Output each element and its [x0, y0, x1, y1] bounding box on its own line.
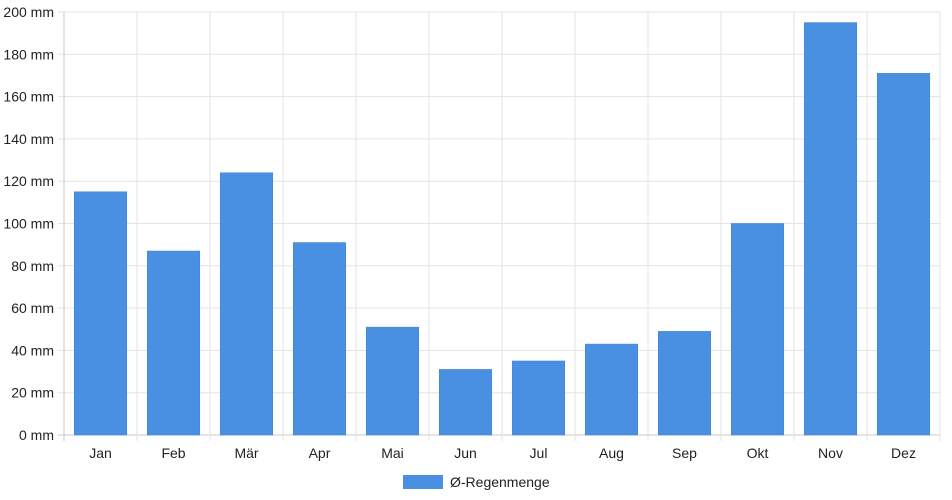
y-tick-label: 140 mm	[3, 131, 54, 147]
bar-okt[interactable]	[730, 223, 785, 436]
y-tick-label: 60 mm	[11, 300, 54, 316]
bar-mär[interactable]	[219, 172, 274, 436]
y-tick-label: 160 mm	[3, 89, 54, 105]
x-tick-label: Okt	[747, 445, 769, 461]
grid-layer	[58, 11, 941, 441]
legend-swatch[interactable]	[403, 475, 443, 489]
bar-aug[interactable]	[584, 343, 639, 436]
x-tick-label: Jul	[530, 445, 548, 461]
y-tick-label: 180 mm	[3, 46, 54, 62]
bar-jun[interactable]	[438, 369, 493, 436]
x-tick-label: Jun	[454, 445, 477, 461]
bar-mai[interactable]	[365, 326, 420, 436]
bar-dez[interactable]	[876, 73, 931, 436]
x-tick-label: Mär	[234, 445, 258, 461]
bar-nov[interactable]	[803, 22, 858, 436]
x-tick-label: Apr	[309, 445, 331, 461]
bar-apr[interactable]	[292, 242, 347, 436]
x-tick-label: Feb	[161, 445, 185, 461]
bar-jul[interactable]	[511, 360, 566, 436]
bar-jan[interactable]	[73, 191, 128, 436]
y-tick-label: 100 mm	[3, 216, 54, 232]
y-tick-label: 20 mm	[11, 385, 54, 401]
x-tick-label: Nov	[818, 445, 843, 461]
x-tick-label: Mai	[381, 445, 404, 461]
bar-sep[interactable]	[657, 331, 712, 436]
y-tick-label: 200 mm	[3, 4, 54, 20]
x-tick-label: Sep	[672, 445, 697, 461]
y-tick-label: 80 mm	[11, 258, 54, 274]
legend[interactable]: Ø-Regenmenge	[403, 474, 550, 490]
x-tick-label: Jan	[89, 445, 112, 461]
bar-layer	[73, 22, 931, 436]
x-tick-label: Dez	[891, 445, 916, 461]
bar-feb[interactable]	[146, 250, 201, 436]
y-tick-label: 40 mm	[11, 342, 54, 358]
legend-label[interactable]: Ø-Regenmenge	[450, 474, 550, 490]
y-tick-label: 120 mm	[3, 173, 54, 189]
axis-layer: 0 mm 20 mm 40 mm 60 mm 80 mm 100 mm 120 mm 140 …	[3, 4, 916, 461]
x-tick-label: Aug	[599, 445, 624, 461]
y-tick-label: 0 mm	[19, 427, 54, 443]
